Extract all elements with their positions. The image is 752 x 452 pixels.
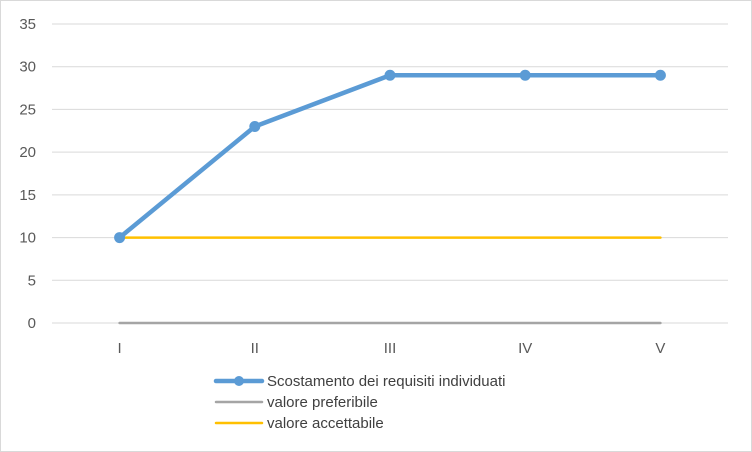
legend-label: Scostamento dei requisiti individuati	[267, 373, 505, 390]
y-tick-label: 0	[28, 315, 36, 332]
legend: Scostamento dei requisiti individuati val…	[213, 373, 505, 432]
data-point	[654, 69, 666, 81]
x-tick-label: III	[384, 340, 397, 357]
y-tick-label: 10	[19, 230, 36, 247]
y-tick-label: 35	[19, 16, 36, 33]
y-tick-label: 25	[19, 101, 36, 118]
data-point	[114, 232, 126, 244]
gridlines	[52, 23, 728, 324]
series-line	[117, 73, 663, 240]
legend-label: valore preferibile	[267, 394, 378, 411]
data-point	[384, 69, 396, 81]
legend-marker	[234, 376, 244, 386]
legend-label: valore accettabile	[267, 415, 384, 432]
x-tick-label: V	[655, 340, 665, 357]
y-tick-label: 30	[19, 59, 36, 76]
x-tick-label: II	[251, 340, 259, 357]
y-tick-label: 15	[19, 187, 36, 204]
x-tick-label: IV	[518, 340, 532, 357]
y-axis-tick-labels: 0 5 10 15 20 25 30 35	[19, 16, 36, 332]
y-tick-label: 20	[19, 144, 36, 161]
x-tick-label: I	[118, 340, 122, 357]
data-point	[249, 121, 261, 133]
series-lines	[114, 69, 666, 325]
x-axis-tick-labels: I II III IV V	[118, 340, 666, 357]
data-point	[519, 69, 531, 81]
y-tick-label: 5	[28, 272, 36, 289]
